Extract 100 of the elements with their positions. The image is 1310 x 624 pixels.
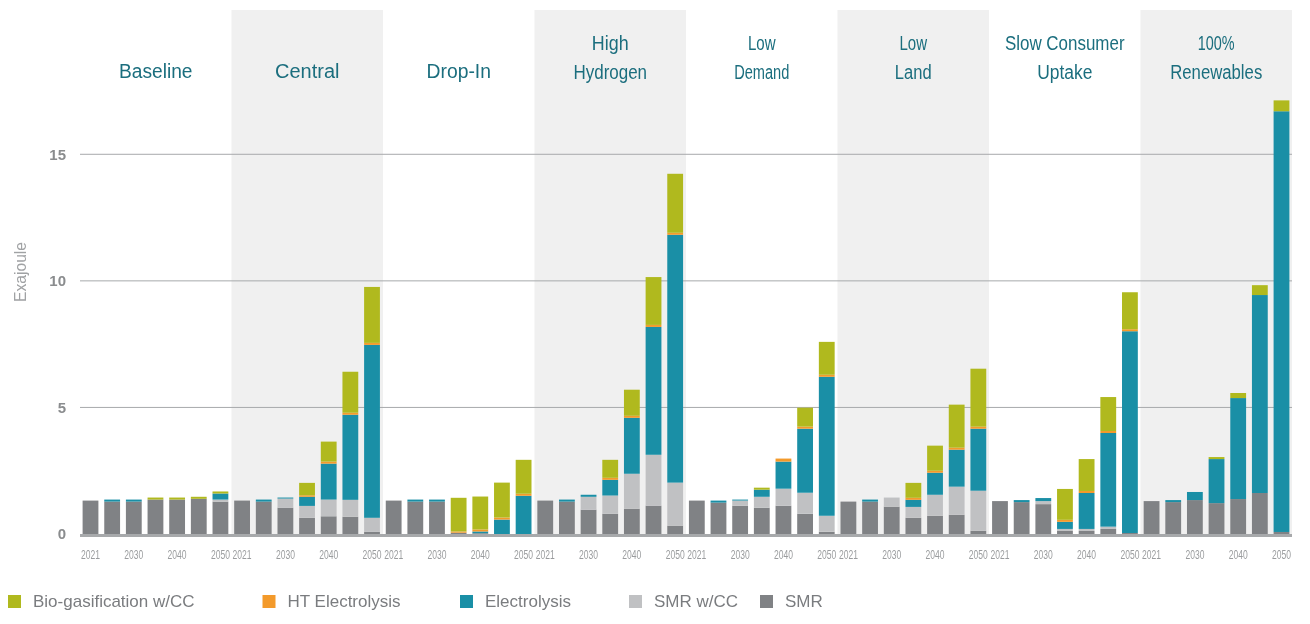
bar [753, 507, 770, 534]
bar [580, 509, 597, 534]
x-tick-label: 2040 [925, 547, 955, 562]
bar [277, 498, 294, 508]
bar [970, 368, 987, 427]
bar [364, 286, 380, 343]
bar [494, 517, 510, 520]
bar [104, 501, 121, 534]
bar [472, 496, 489, 530]
x-tick-label: 2030 [275, 547, 305, 562]
bar [753, 487, 770, 490]
bar [82, 500, 99, 534]
annotation: Low Demand [734, 32, 810, 83]
bar [169, 497, 186, 500]
bar [407, 499, 424, 502]
bar [147, 499, 164, 534]
legend-label: Electrolysis [485, 592, 571, 611]
bar [623, 415, 640, 418]
x-tick-label: 2021 [687, 547, 717, 562]
bar [559, 501, 575, 534]
bar [1251, 285, 1268, 296]
bar [797, 492, 813, 514]
bar [602, 495, 619, 514]
bar [1078, 459, 1095, 491]
bar [1122, 292, 1138, 330]
y-tick-label: 5 [57, 398, 66, 416]
bar [342, 412, 359, 415]
x-tick-label: 2030 [579, 547, 608, 562]
bar [320, 441, 337, 462]
bar [775, 458, 792, 462]
bar [1057, 488, 1073, 520]
bar [1208, 457, 1225, 460]
bar [992, 501, 1008, 534]
bar [667, 234, 684, 483]
x-tick-label: 2030 [427, 547, 457, 562]
x-tick-label: 2021 [232, 547, 262, 562]
bar [1251, 295, 1268, 493]
x-tick-label: 2021 [838, 547, 868, 562]
bar [299, 482, 315, 496]
bar [905, 482, 922, 498]
bar [320, 461, 337, 464]
bar [645, 505, 662, 534]
bar [580, 494, 597, 497]
bar [948, 404, 965, 448]
bar [537, 500, 554, 534]
y-axis-title: Exajoule [12, 240, 29, 302]
x-tick-label: 2040 [773, 547, 803, 562]
bar [1013, 500, 1030, 503]
x-tick-label: 2021 [384, 547, 414, 562]
y-tick-label: 0 [57, 525, 66, 543]
bar [299, 505, 315, 518]
bar [732, 500, 749, 506]
bar [1165, 502, 1182, 534]
bar [710, 502, 727, 534]
annotation: 100% Renewables [1170, 32, 1281, 83]
bar [364, 344, 380, 518]
x-tick-label: 2030 [124, 547, 154, 562]
bar [905, 499, 922, 507]
bar [1100, 430, 1117, 433]
bar [277, 507, 294, 534]
bar [775, 461, 792, 489]
bar [580, 496, 597, 510]
bar [1035, 504, 1052, 534]
x-tick-label: 2040 [1077, 547, 1107, 562]
x-tick-label: 2030 [1185, 547, 1215, 562]
bar [1122, 329, 1138, 332]
bar [905, 506, 922, 518]
bar [342, 371, 359, 413]
bar [970, 426, 987, 429]
annotation: High Hydrogen [573, 32, 661, 83]
x-tick-label: 2021 [990, 547, 1020, 562]
bar [1273, 531, 1290, 534]
x-tick-label: 2040 [622, 547, 652, 562]
bar [342, 414, 359, 500]
bar [1013, 502, 1030, 534]
bar [299, 517, 315, 534]
x-tick-label: 2040 [1228, 547, 1258, 562]
annotation: Central [275, 60, 340, 82]
bar [927, 515, 943, 534]
bar [255, 501, 272, 534]
x-tick-label: 2040 [167, 547, 197, 562]
bar [364, 342, 380, 345]
bar [147, 497, 164, 500]
bar [559, 499, 575, 502]
bar [1230, 393, 1247, 399]
bar [970, 428, 987, 491]
legend-label: HT Electrolysis [287, 592, 401, 611]
bar [1143, 501, 1160, 534]
bar [255, 499, 272, 502]
bar [667, 525, 684, 534]
x-tick-label: 2021 [535, 547, 565, 562]
bar [1122, 331, 1138, 533]
bar [407, 501, 424, 534]
x-tick-label: 2021 [1142, 547, 1171, 562]
y-tick-label: 15 [49, 145, 66, 163]
legend-label: Bio-gasification w/CC [33, 592, 195, 611]
bar [645, 277, 662, 325]
bar [948, 514, 965, 534]
bar [775, 488, 792, 506]
bar [818, 515, 835, 532]
